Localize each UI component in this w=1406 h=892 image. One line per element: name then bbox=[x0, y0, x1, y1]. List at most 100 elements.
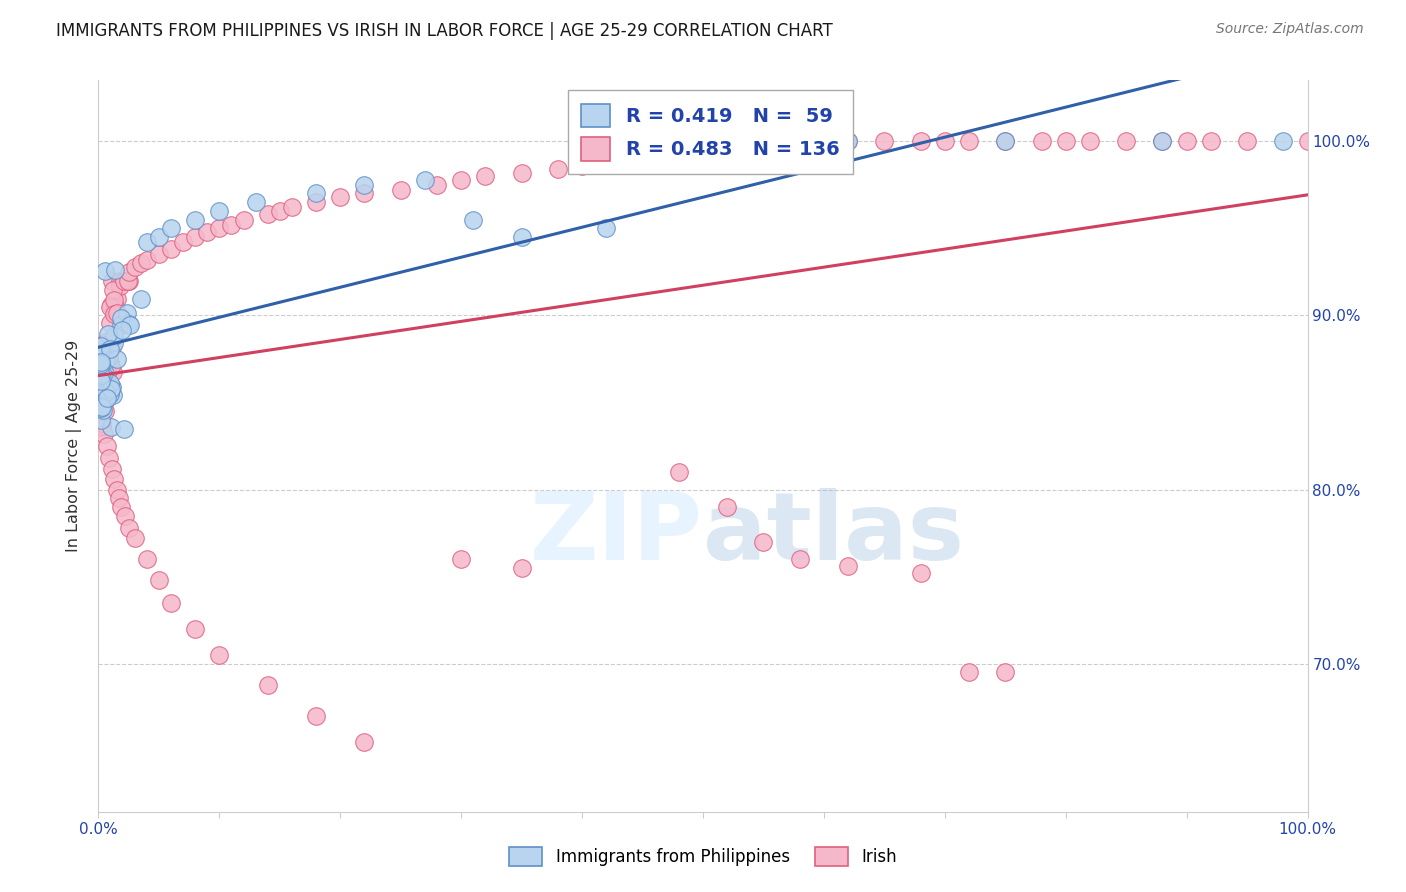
Point bbox=[97, 327, 120, 342]
Point bbox=[547, 162, 569, 177]
Point bbox=[104, 300, 127, 314]
Point bbox=[93, 426, 115, 441]
Point bbox=[957, 665, 980, 680]
Point bbox=[631, 152, 654, 166]
Point bbox=[89, 376, 111, 391]
Point bbox=[105, 307, 128, 321]
Point bbox=[103, 328, 125, 343]
Point bbox=[100, 297, 122, 311]
Text: Source: ZipAtlas.com: Source: ZipAtlas.com bbox=[1216, 22, 1364, 37]
Point bbox=[96, 384, 118, 399]
Point bbox=[98, 386, 121, 401]
Point bbox=[93, 363, 115, 377]
Point bbox=[91, 338, 114, 352]
Point bbox=[90, 380, 112, 394]
Point bbox=[90, 420, 112, 434]
Point bbox=[103, 365, 125, 379]
Point bbox=[450, 172, 472, 186]
Point bbox=[93, 374, 115, 388]
Point bbox=[100, 359, 122, 374]
Point bbox=[100, 420, 122, 434]
Point bbox=[117, 274, 139, 288]
Point bbox=[112, 274, 135, 288]
Point bbox=[90, 374, 112, 388]
Point bbox=[90, 368, 112, 382]
Point bbox=[98, 451, 121, 466]
Point bbox=[97, 341, 120, 355]
Point bbox=[105, 293, 128, 307]
Point bbox=[1199, 134, 1222, 148]
Point bbox=[329, 190, 352, 204]
Point bbox=[910, 566, 932, 581]
Point bbox=[105, 351, 128, 366]
Point bbox=[89, 388, 111, 402]
Point bbox=[89, 388, 111, 402]
Point bbox=[474, 169, 496, 183]
Legend: Immigrants from Philippines, Irish: Immigrants from Philippines, Irish bbox=[502, 840, 904, 873]
Point bbox=[94, 353, 117, 368]
Point bbox=[129, 256, 152, 270]
Point bbox=[101, 340, 124, 354]
Point bbox=[1296, 134, 1319, 148]
Point bbox=[96, 360, 118, 375]
Point bbox=[148, 247, 170, 261]
Point bbox=[91, 402, 114, 417]
Point bbox=[97, 351, 120, 365]
Point bbox=[90, 401, 112, 416]
Point bbox=[837, 134, 859, 148]
Point bbox=[103, 307, 125, 321]
Point bbox=[813, 134, 835, 148]
Point bbox=[353, 186, 375, 201]
Point bbox=[100, 316, 122, 330]
Point bbox=[108, 279, 131, 293]
Point bbox=[90, 350, 112, 364]
Point bbox=[91, 386, 114, 401]
Point bbox=[93, 338, 115, 352]
Point bbox=[93, 394, 115, 409]
Point bbox=[110, 318, 132, 333]
Point bbox=[104, 301, 127, 316]
Point bbox=[110, 322, 132, 336]
Point bbox=[120, 318, 142, 332]
Point bbox=[256, 207, 278, 221]
Point bbox=[195, 225, 218, 239]
Point bbox=[426, 178, 449, 192]
Point bbox=[305, 186, 328, 201]
Point bbox=[305, 195, 328, 210]
Point bbox=[994, 134, 1017, 148]
Point bbox=[94, 263, 117, 277]
Point bbox=[1054, 134, 1077, 148]
Point bbox=[692, 145, 714, 159]
Point bbox=[94, 404, 117, 418]
Point bbox=[94, 385, 117, 400]
Point bbox=[117, 306, 139, 320]
Point bbox=[148, 573, 170, 587]
Point bbox=[957, 134, 980, 148]
Point bbox=[90, 400, 112, 414]
Point bbox=[103, 293, 125, 307]
Point bbox=[1175, 134, 1198, 148]
Point bbox=[91, 419, 114, 434]
Point bbox=[98, 342, 121, 356]
Point bbox=[90, 390, 112, 404]
Point bbox=[96, 391, 118, 405]
Point bbox=[94, 355, 117, 369]
Point bbox=[94, 381, 117, 395]
Point bbox=[100, 461, 122, 475]
Point bbox=[510, 561, 533, 575]
Point bbox=[103, 335, 125, 350]
Point bbox=[90, 401, 112, 416]
Point bbox=[94, 334, 117, 349]
Point bbox=[104, 263, 127, 277]
Point bbox=[837, 559, 859, 574]
Point bbox=[595, 155, 617, 169]
Point bbox=[208, 648, 231, 662]
Point bbox=[89, 347, 111, 361]
Point bbox=[91, 417, 114, 431]
Point bbox=[571, 159, 593, 173]
Point bbox=[101, 283, 124, 297]
Point bbox=[110, 274, 132, 288]
Point bbox=[90, 413, 112, 427]
Point bbox=[105, 483, 128, 497]
Point bbox=[129, 293, 152, 307]
